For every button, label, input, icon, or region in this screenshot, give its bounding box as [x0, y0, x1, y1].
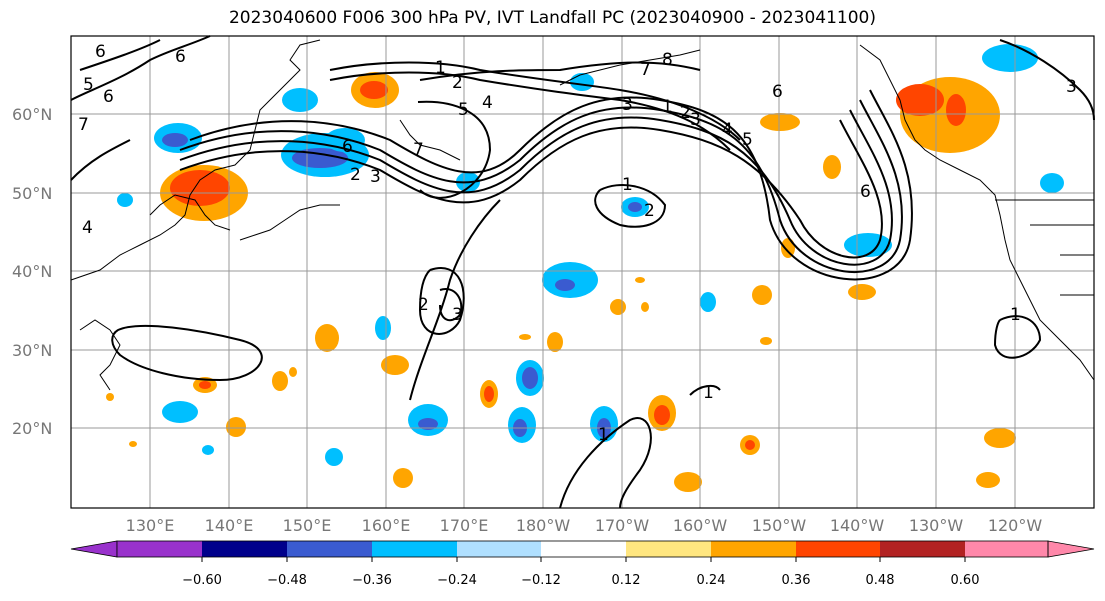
contour-label: 1: [662, 97, 673, 117]
latitude-labels: 60°N 50°N 40°N 30°N 20°N: [12, 105, 52, 438]
contour-label: 2: [418, 295, 429, 315]
colorbar-tick-label: 0.60: [951, 573, 980, 588]
colorbar-segment: [372, 541, 457, 557]
contour-label: 6: [342, 137, 353, 157]
colorbar-tick-label: −0.12: [521, 573, 561, 588]
contour-label: 4: [82, 218, 93, 238]
contour-label: 7: [413, 140, 424, 160]
contour-label: 8: [662, 50, 673, 70]
colorbar-tick-label: 0.48: [866, 573, 895, 588]
contour-label: 1: [1010, 305, 1021, 325]
longitude-labels: 130°E 140°E 150°E 160°E 170°E 180°W 170°…: [126, 516, 1043, 535]
contour-label: 5: [742, 130, 753, 150]
lon-label: 130°E: [126, 516, 175, 535]
contour-label-group: 6 6 5 6 7 1 2 5 4 6 3 2 7 1 2 3 1 2 3 4 …: [78, 42, 1077, 445]
contour-label: 3: [690, 110, 701, 130]
colorbar-segment: [541, 541, 626, 557]
lon-label: 140°W: [830, 516, 885, 535]
lon-label: 160°E: [362, 516, 411, 535]
contour-label: 5: [83, 75, 94, 95]
coastlines: [70, 39, 1095, 391]
contour-label: 2: [680, 103, 691, 123]
lon-label: 140°E: [205, 516, 254, 535]
colorbar-tick-label: −0.48: [267, 573, 307, 588]
lon-label: 170°E: [440, 516, 489, 535]
colorbar-tick-label: 0.12: [612, 573, 641, 588]
map-frame: [70, 35, 1095, 509]
lat-label-40n: 40°N: [12, 262, 52, 281]
contour-label: 6: [95, 42, 106, 62]
colorbar-tick-label: −0.36: [352, 573, 392, 588]
colorbar-segment: [117, 541, 202, 557]
colorbar-tick-label: −0.24: [437, 573, 477, 588]
lon-label: 130°W: [909, 516, 964, 535]
colorbar-segment: [711, 541, 796, 557]
colorbar-tick-label: −0.60: [182, 573, 222, 588]
contour-label: 1: [703, 383, 714, 403]
contour-label: 7: [78, 115, 89, 135]
colorbar: −0.60 −0.48 −0.36 −0.24 −0.12 0.12 0.24 …: [70, 540, 1095, 588]
contour-label: 3: [370, 167, 381, 187]
colorbar-tick-label: 0.24: [697, 573, 726, 588]
pv-contours: [70, 35, 1095, 509]
colorbar-segment: [457, 541, 541, 557]
colorbar-segment: [287, 541, 372, 557]
contour-label: 2: [644, 201, 655, 221]
colorbar-segment: [965, 541, 1048, 557]
colorbar-segment: [202, 541, 287, 557]
colorbar-segment: [626, 541, 711, 557]
contour-label: 1: [598, 425, 609, 445]
contour-label: 6: [103, 87, 114, 107]
lon-label: 150°E: [283, 516, 332, 535]
contour-label: 3: [622, 95, 633, 115]
colorbar-ticks: [201, 557, 966, 562]
map-title: 2023040600 F006 300 hPa PV, IVT Landfall…: [228, 8, 876, 28]
colorbar-segment: [880, 541, 965, 557]
map-panel: 6 6 5 6 7 1 2 5 4 6 3 2 7 1 2 3 1 2 3 4 …: [70, 35, 1095, 509]
lat-label-30n: 30°N: [12, 341, 52, 360]
lat-label-20n: 20°N: [12, 419, 52, 438]
contour-label: 6: [860, 182, 871, 202]
contour-label: 4: [722, 120, 733, 140]
contour-label: 7: [640, 60, 651, 80]
lat-label-60n: 60°N: [12, 105, 52, 124]
contour-label: 3: [452, 305, 463, 325]
colorbar-outline: [116, 540, 1049, 558]
contour-label: 1: [435, 58, 446, 78]
contour-label: 6: [175, 47, 186, 67]
lat-label-50n: 50°N: [12, 184, 52, 203]
lon-label: 170°W: [595, 516, 650, 535]
contour-label: 4: [482, 93, 493, 113]
lon-label: 150°W: [752, 516, 807, 535]
lon-label: 160°W: [673, 516, 728, 535]
colorbar-tick-labels: −0.60 −0.48 −0.36 −0.24 −0.12 0.12 0.24 …: [182, 573, 979, 588]
lon-label: 180°W: [516, 516, 571, 535]
contour-label: 2: [350, 165, 361, 185]
colorbar-extend-low: [70, 540, 118, 558]
contour-label: 2: [452, 73, 463, 93]
colorbar-tick-label: 0.36: [782, 573, 811, 588]
colorbar-segment: [796, 541, 880, 557]
lon-label: 120°W: [988, 516, 1043, 535]
contour-label: 3: [1066, 77, 1077, 97]
contour-label: 1: [622, 175, 633, 195]
colorbar-extend-high: [1047, 540, 1095, 558]
contour-label: 5: [458, 100, 469, 120]
contour-label: 6: [772, 82, 783, 102]
